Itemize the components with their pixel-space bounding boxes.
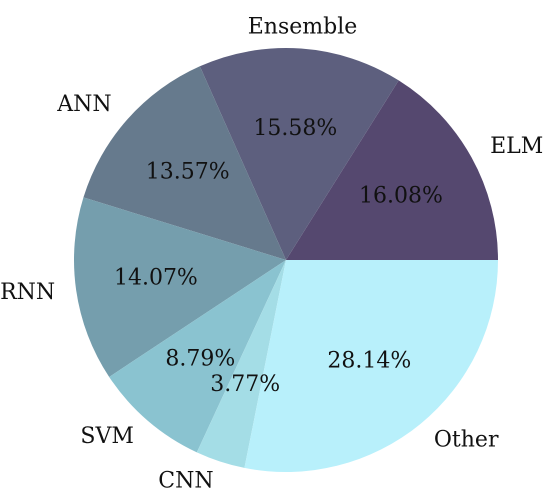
category-label-svm: SVM (80, 424, 134, 449)
category-label-rnn: RNN (0, 280, 55, 305)
pie-slice-svm (109, 260, 287, 453)
pct-label-other: 28.14% (327, 349, 411, 374)
pct-label-ensemble: 15.58% (253, 116, 337, 141)
pie-slice-elm (286, 80, 498, 261)
pie-slice-ann (83, 66, 286, 260)
pie-slice-cnn (196, 260, 286, 468)
category-label-elm: ELM (490, 134, 543, 159)
pct-label-cnn: 3.77% (210, 372, 280, 397)
pie-slice-other (244, 260, 498, 473)
category-label-ann: ANN (56, 92, 111, 117)
category-label-ensemble: Ensemble (248, 14, 358, 39)
pie-slice-ensemble (199, 47, 399, 260)
category-label-other: Other (434, 427, 499, 452)
pct-label-svm: 8.79% (165, 347, 235, 372)
pie-slice-rnn (74, 197, 286, 377)
pct-label-rnn: 14.07% (114, 266, 198, 291)
category-label-cnn: CNN (158, 469, 213, 494)
category-labels: ELM Ensemble ANN RNN SVM CNN Other (0, 14, 543, 493)
percentage-labels: 16.08% 15.58% 13.57% 14.07% 8.79%3.77% 28.14% (114, 116, 443, 397)
pct-label-elm: 16.08% (359, 183, 443, 208)
pct-label-ann: 13.57% (146, 160, 230, 185)
pie-slices (74, 47, 498, 473)
